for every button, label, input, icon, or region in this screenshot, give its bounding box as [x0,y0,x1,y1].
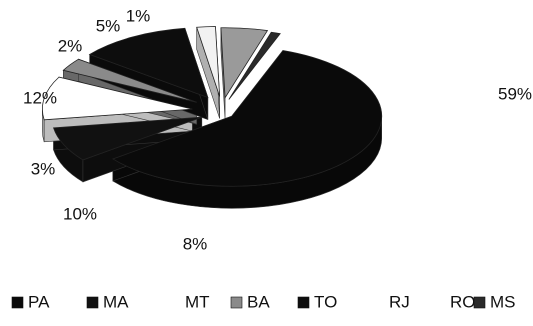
slice-label-rj: 2% [58,36,83,55]
legend-label-to: TO [314,292,337,311]
legend: PA MA MT BA TO RJ RO MS [11,292,516,311]
legend-item-ba: BA [230,292,270,311]
slice-label-pa: 59% [498,84,532,103]
legend-item-to: TO [297,292,337,311]
legend-item-ms: MS [473,292,516,311]
slice-label-mt: 10% [63,204,97,223]
legend-label-ma: MA [103,292,129,311]
pie-slice-ro [220,27,269,99]
legend-item-rj: RJ [389,292,410,311]
pie-slice-rj [196,26,221,97]
legend-item-ma: MA [86,292,129,311]
pie-slice-ba [62,58,197,103]
pie-slices-layer [42,26,383,187]
legend-marker-to [297,296,310,309]
pie-slice-ma [53,116,202,161]
legend-label-pa: PA [28,292,50,311]
pie-slice-ms [228,31,281,100]
legend-marker-ms [473,296,486,309]
pie-slice-to [88,27,209,99]
legend-label-ms: MS [490,292,516,311]
legend-label-ro: RO [450,292,476,311]
slice-label-ms: 1% [126,6,151,25]
legend-marker-ma [86,296,99,309]
pie-labels-layer: 59% 8% 10% 3% 12% 2% 5% 1% [23,6,532,253]
legend-item-ro: RO [450,292,476,311]
pie-slice-pa [111,50,383,187]
pie-slice-mt [42,76,193,121]
legend-marker-pa [11,296,24,309]
slice-label-to: 12% [23,88,57,107]
slice-label-ma: 8% [183,234,208,253]
slice-label-ba: 3% [31,159,56,178]
legend-label-ba: BA [247,292,270,311]
legend-label-rj: RJ [389,292,410,311]
legend-marker-ba [230,296,243,309]
legend-item-mt: MT [185,292,210,311]
legend-label-mt: MT [185,292,210,311]
legend-item-pa: PA [11,292,50,311]
slice-label-ro: 5% [96,16,121,35]
